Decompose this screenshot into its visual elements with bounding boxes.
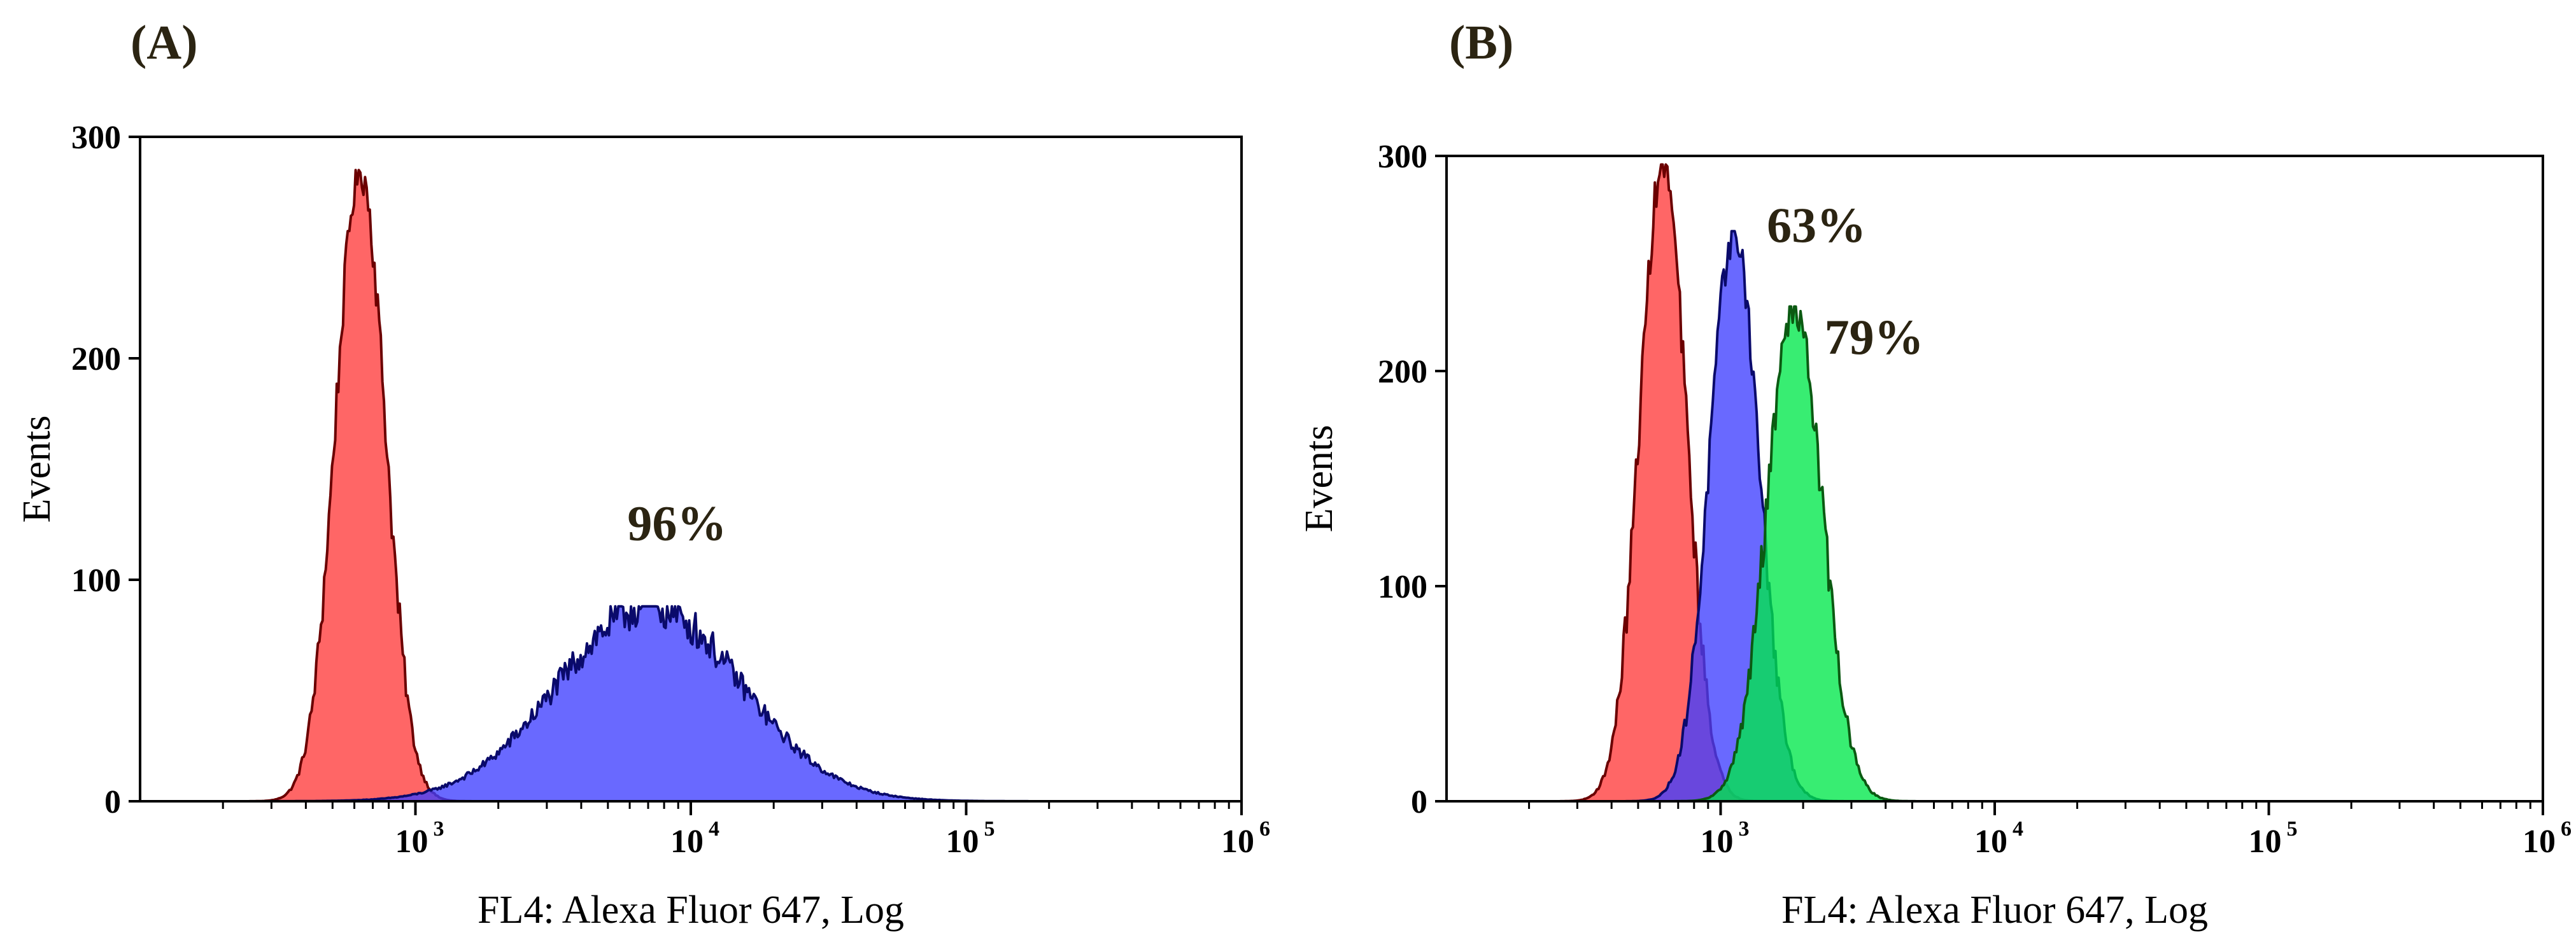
y-tick-label: 200 — [71, 341, 121, 377]
panel-a-y-label: Events — [15, 416, 59, 523]
y-tick-label: 100 — [1378, 569, 1427, 605]
x-tick-exponent: 3 — [1739, 817, 1750, 841]
series-sample-1 — [1447, 230, 2543, 801]
series-control — [140, 169, 1242, 801]
panel-a-x-label: FL4: Alexa Fluor 647, Log — [478, 888, 904, 932]
y-tick-label: 0 — [104, 784, 121, 820]
x-tick-label: 10 — [2249, 824, 2282, 860]
panel-b-annotations: 63% 79% — [1767, 197, 1923, 365]
percent-annotation: 79% — [1825, 309, 1924, 365]
y-tick-label: 0 — [1411, 784, 1427, 820]
x-tick-label: 10 — [395, 824, 428, 860]
panel-b-x-axis: 10 3 10 4 10 5 10 6 — [1528, 801, 2572, 860]
x-tick-label: 10 — [2523, 824, 2556, 860]
panel-b-y-label: Events — [1298, 425, 1341, 533]
panel-a-label: (A) — [131, 16, 198, 69]
x-tick-label: 10 — [1974, 824, 2007, 860]
percent-annotation: 96% — [627, 495, 726, 551]
x-tick-exponent: 6 — [2561, 817, 2572, 841]
y-tick-label: 100 — [71, 563, 121, 599]
x-tick-label: 10 — [670, 824, 704, 860]
panel-b-label: (B) — [1449, 16, 1513, 69]
y-tick-label: 200 — [1378, 354, 1427, 390]
panel-a-series — [140, 169, 1242, 801]
x-tick-exponent: 3 — [434, 817, 444, 841]
y-tick-label: 300 — [71, 120, 121, 156]
x-tick-exponent: 5 — [984, 817, 995, 841]
x-tick-exponent: 5 — [2287, 817, 2298, 841]
panel-a-x-axis: 10 3 10 4 10 5 10 6 — [222, 801, 1270, 860]
x-tick-exponent: 4 — [2013, 817, 2023, 841]
panel-a-y-axis: 0 100 200 300 — [71, 120, 140, 820]
y-tick-label: 300 — [1378, 139, 1427, 175]
panel-b-frame — [1445, 155, 2544, 803]
panel-b-y-axis: 0 100 200 300 — [1378, 139, 1447, 820]
panel-a-annotations: 96% — [627, 495, 726, 551]
x-tick-exponent: 4 — [709, 817, 719, 841]
x-tick-label: 10 — [1701, 824, 1734, 860]
panel-b-x-label: FL4: Alexa Fluor 647, Log — [1781, 888, 2208, 932]
x-tick-label: 10 — [946, 824, 979, 860]
percent-annotation: 63% — [1767, 197, 1866, 253]
x-tick-label: 10 — [1221, 824, 1254, 860]
panel-b-series — [1447, 163, 2543, 801]
series-sample-2 — [1447, 305, 2543, 801]
series-control — [1447, 163, 2543, 801]
x-tick-exponent: 6 — [1259, 817, 1270, 841]
